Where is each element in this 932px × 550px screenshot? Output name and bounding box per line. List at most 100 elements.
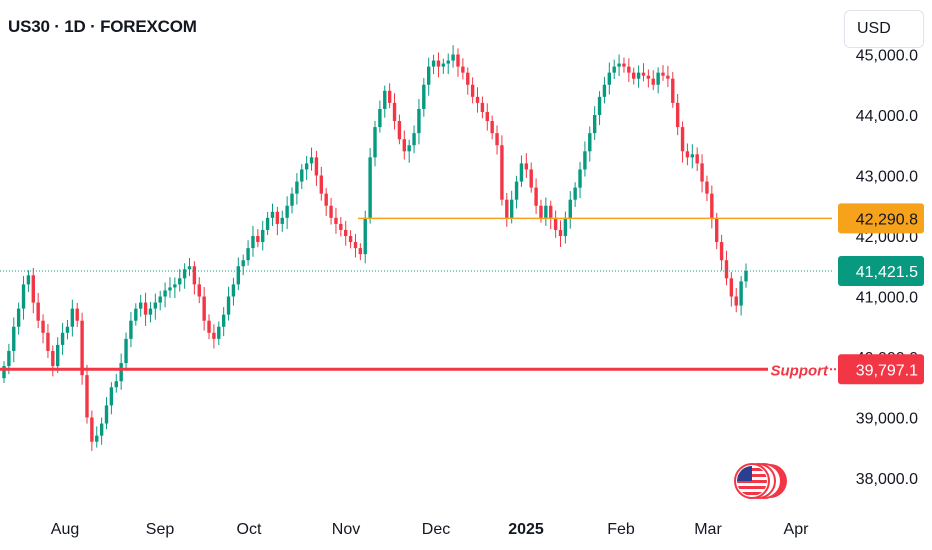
- candle-body: [539, 205, 543, 218]
- candle-body: [46, 332, 50, 351]
- candle-body: [275, 211, 280, 224]
- candle-body: [368, 157, 372, 218]
- candle-body: [60, 332, 65, 345]
- candle-body: [739, 281, 743, 306]
- candle-body: [690, 154, 695, 158]
- candle-body: [592, 115, 597, 134]
- candle-body: [104, 405, 109, 424]
- candle-body: [475, 96, 480, 103]
- candle-body: [197, 284, 201, 297]
- time-axis: Aug Sep Oct Nov Dec 2025 Feb Mar Apr: [51, 521, 809, 538]
- candle-body: [95, 435, 99, 442]
- candle-body: [724, 260, 729, 279]
- time-tick-label: Oct: [237, 521, 262, 538]
- candle-body: [158, 296, 162, 303]
- candle-body: [168, 287, 172, 291]
- candle-body: [505, 199, 509, 218]
- candle-body: [334, 217, 338, 224]
- candle-body: [549, 205, 553, 218]
- candle-body: [173, 284, 177, 288]
- price-tick-label: 38,000.0: [856, 471, 918, 488]
- candle-body: [485, 111, 489, 122]
- candle-body: [651, 78, 655, 85]
- candle-body: [324, 193, 328, 206]
- candle-body: [290, 193, 294, 206]
- candle-body: [129, 320, 133, 339]
- time-tick-label: Nov: [332, 521, 360, 538]
- candle-body: [710, 193, 714, 218]
- candle-body: [114, 381, 118, 388]
- candle-body: [646, 75, 651, 79]
- candle-body: [2, 366, 6, 379]
- candle-body: [700, 163, 704, 182]
- time-tick-label: Apr: [784, 521, 810, 538]
- candle-body: [602, 84, 607, 97]
- candle-body: [729, 278, 734, 297]
- candle-body: [138, 302, 143, 309]
- currency-button[interactable]: USD: [844, 10, 924, 48]
- levels-layer: Support: [0, 217, 838, 379]
- candle-body: [314, 157, 319, 176]
- candle-body: [348, 236, 353, 243]
- candle-body: [495, 133, 499, 146]
- candle-body: [397, 121, 402, 140]
- candle-body: [529, 169, 533, 188]
- candle-body: [270, 211, 275, 218]
- price-tick-label: 45,000.0: [856, 48, 918, 65]
- support-annotation: Support: [771, 362, 829, 379]
- candle-body: [226, 296, 231, 315]
- candle-body: [719, 242, 724, 261]
- candle-body: [661, 72, 665, 76]
- candle-body: [583, 151, 587, 170]
- candle-body: [578, 169, 582, 188]
- candle-body: [446, 60, 450, 64]
- candle-body: [109, 387, 114, 406]
- candle-body: [12, 326, 16, 351]
- candle-body: [304, 163, 309, 170]
- candle-body: [695, 154, 699, 164]
- candle-body: [329, 205, 333, 218]
- candle-body: [627, 66, 631, 73]
- candle-body: [636, 72, 641, 79]
- candle-body: [544, 205, 548, 218]
- candle-body: [466, 72, 470, 85]
- candle-body: [441, 63, 446, 67]
- time-tick-label: Dec: [422, 521, 450, 538]
- candle-body: [143, 302, 148, 315]
- candle-body: [363, 217, 367, 255]
- last-price-label: 41,421.5: [856, 264, 918, 281]
- candle-body: [588, 133, 592, 152]
- candle-body: [251, 236, 255, 249]
- candle-body: [236, 266, 241, 285]
- candle-body: [246, 248, 250, 261]
- candle-body: [148, 308, 153, 315]
- candle-body: [65, 326, 70, 333]
- candle-body: [632, 72, 636, 79]
- candle-body: [514, 181, 519, 200]
- symbol-title[interactable]: US30 · 1D · FOREXCOM: [8, 17, 197, 36]
- us-flag-icon[interactable]: [734, 463, 787, 499]
- support-price-label: 39,797.1: [856, 362, 918, 379]
- candle-body: [26, 275, 31, 285]
- candle-body: [387, 90, 392, 103]
- candle-body: [456, 54, 460, 67]
- candle-body: [573, 187, 577, 200]
- candle-body: [192, 266, 197, 285]
- candle-body: [451, 54, 455, 61]
- support-price-box: [838, 354, 924, 385]
- candle-body: [124, 338, 128, 364]
- candle-body: [431, 60, 436, 67]
- price-tick-label: 43,000.0: [856, 169, 918, 186]
- candle-body: [436, 60, 441, 67]
- time-tick-label: Sep: [146, 521, 175, 538]
- candle-body: [422, 84, 426, 109]
- candle-body: [51, 350, 55, 367]
- candle-body: [622, 63, 626, 67]
- candle-body: [31, 275, 35, 303]
- candle-body: [16, 308, 21, 327]
- candle-body: [221, 314, 226, 327]
- candle-body: [671, 78, 675, 103]
- candle-body: [207, 320, 211, 333]
- candle-body: [392, 102, 397, 122]
